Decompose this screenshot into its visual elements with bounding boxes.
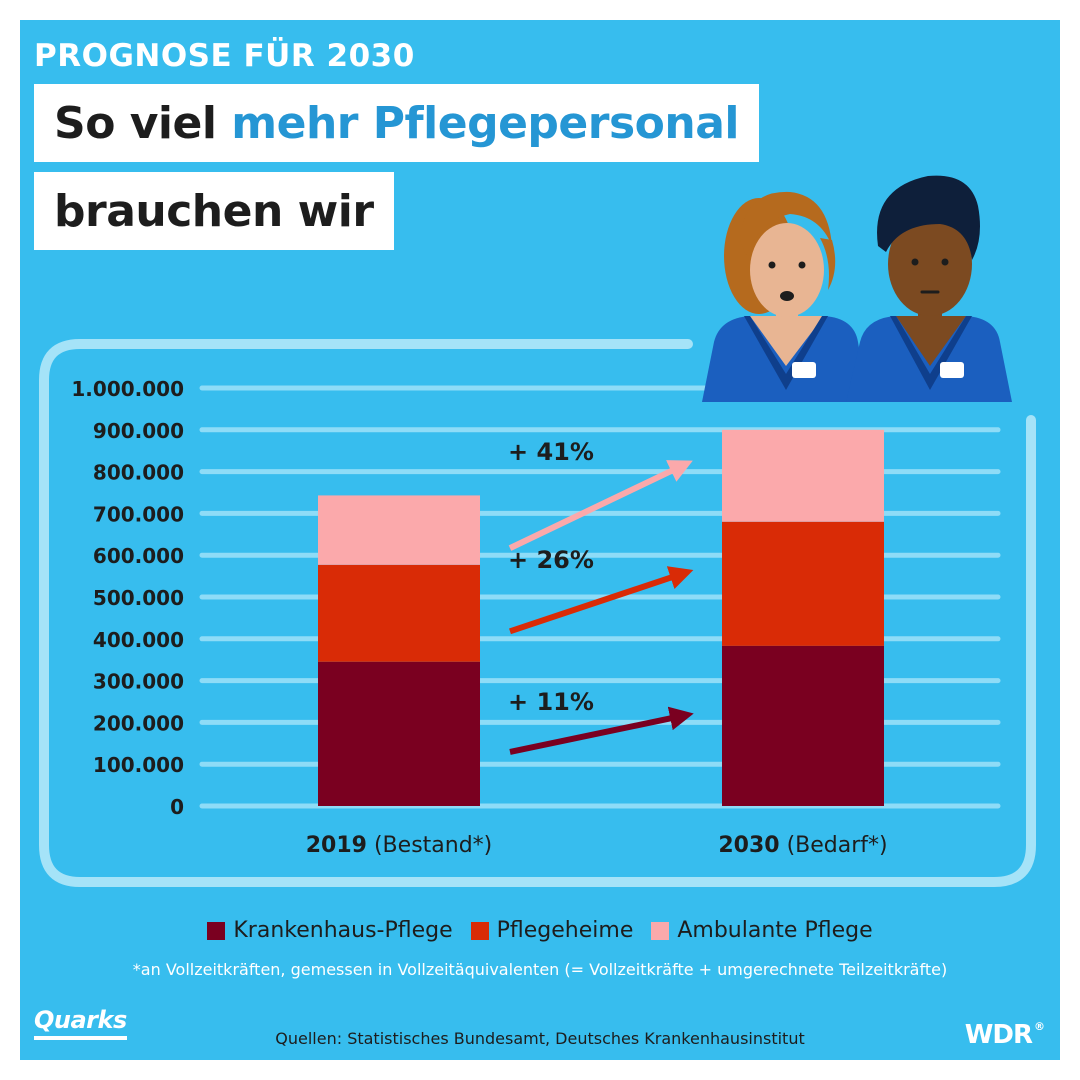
legend-swatch: [207, 921, 226, 940]
wdr-logo-text: WDR: [964, 1020, 1033, 1050]
bars: [318, 429, 884, 806]
growth-arrow: [508, 460, 693, 551]
growth-arrow: [509, 566, 694, 635]
growth-label: + 26%: [508, 546, 594, 574]
legend-item-krankenhaus: Krankenhaus-Pflege: [207, 918, 453, 943]
source-note: Quellen: Statistisches Bundesamt, Deutsc…: [275, 1029, 805, 1048]
y-tick-label: 800.000: [93, 461, 184, 485]
x-tick-label: 2019 (Bestand*): [306, 833, 493, 858]
wdr-logo: WDR ®: [964, 1020, 1045, 1050]
wdr-logo-mark: ®: [1034, 1020, 1045, 1033]
x-tick-year: 2030: [718, 833, 779, 858]
title-part: So viel: [54, 97, 232, 149]
quarks-logo: Quarks: [34, 1006, 127, 1040]
y-tick-label: 100.000: [93, 753, 184, 777]
title-line-2-text: brauchen wir: [54, 185, 374, 237]
title-line-1: So viel mehr Pflegepersonal: [34, 84, 759, 162]
y-tick-label: 1.000.000: [71, 377, 184, 401]
infographic: PROGNOSE FÜR 2030 So viel mehr Pflegeper…: [20, 20, 1060, 1060]
y-tick-label: 600.000: [93, 544, 184, 568]
arrows: + 11% + 26% + 41%: [508, 438, 694, 755]
bar-segment: [722, 645, 884, 806]
bar-segment: [318, 661, 480, 806]
y-axis: 0 100.000 200.000 300.000 400.000 500.000 600.…: [71, 377, 184, 819]
x-tick-note: (Bedarf*): [780, 833, 888, 858]
x-tick-year: 2019: [306, 833, 367, 858]
legend-swatch: [470, 921, 489, 940]
bar-segment: [318, 495, 480, 565]
chart-frame: [39, 339, 1036, 887]
y-tick-label: 400.000: [93, 628, 184, 652]
growth-label: + 41%: [508, 438, 594, 466]
nurse-left-illustration: [702, 191, 868, 402]
growth-arrow: [509, 706, 694, 755]
growth-label: + 11%: [508, 688, 594, 716]
bar-segment: [318, 564, 480, 662]
legend-label: Krankenhaus-Pflege: [233, 918, 453, 943]
legend-item-pflegeheime: Pflegeheime: [470, 918, 634, 943]
y-tick-label: 500.000: [93, 586, 184, 610]
legend-item-ambulant: Ambulante Pflege: [651, 918, 873, 943]
x-tick-note: (Bestand*): [367, 833, 492, 858]
x-axis: 2019 (Bestand*) 2030 (Bedarf*): [306, 833, 888, 858]
chart: 0 100.000 200.000 300.000 400.000 500.000 600.…: [39, 175, 1036, 887]
y-tick-label: 700.000: [93, 502, 184, 526]
legend-label: Pflegeheime: [496, 918, 634, 943]
kicker: PROGNOSE FÜR 2030: [34, 38, 415, 74]
y-tick-label: 200.000: [93, 711, 184, 735]
title-line-2: brauchen wir: [34, 172, 394, 250]
legend: Krankenhaus-Pflege Pflegeheime Ambulante…: [20, 918, 1060, 943]
bar-segment: [722, 429, 884, 522]
legend-label: Ambulante Pflege: [677, 918, 873, 943]
y-tick-label: 900.000: [93, 419, 184, 443]
title-highlight: mehr Pflegepersonal: [231, 97, 739, 149]
y-tick-label: 300.000: [93, 670, 184, 694]
footnote: *an Vollzeitkräften, gemessen in Vollzei…: [132, 960, 948, 979]
legend-swatch: [651, 921, 670, 940]
nurse-right-illustration: [846, 175, 1012, 402]
bar-segment: [722, 521, 884, 646]
x-tick-label: 2030 (Bedarf*): [718, 833, 887, 858]
y-tick-label: 0: [170, 795, 184, 819]
